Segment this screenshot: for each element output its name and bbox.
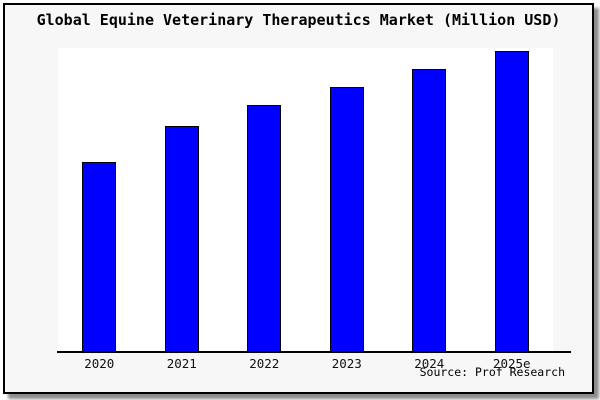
x-tick-label-2020: 2020 <box>84 356 115 371</box>
bar-2024 <box>412 69 447 351</box>
x-axis-labels: 2020 2021 2022 2023 2024 2025e <box>58 356 553 372</box>
bar-2025e <box>494 51 529 351</box>
bar-2022 <box>247 105 282 351</box>
x-tick-label-2022: 2022 <box>249 356 280 371</box>
x-axis-line <box>57 351 571 353</box>
x-tick-label-2021: 2021 <box>166 356 197 371</box>
source-credit: Source: Prof Research <box>419 365 565 379</box>
chart-title: Global Equine Veterinary Therapeutics Ma… <box>36 11 561 29</box>
x-tick-label-2025e: 2025e <box>492 356 531 371</box>
bar-2020 <box>82 162 117 351</box>
plot-area <box>58 48 553 351</box>
bar-2023 <box>329 87 364 351</box>
x-tick-label-2023: 2023 <box>331 356 362 371</box>
chart-frame: Global Equine Veterinary Therapeutics Ma… <box>3 3 594 394</box>
x-tick-label-2024: 2024 <box>414 356 445 371</box>
bar-2021 <box>164 126 199 351</box>
